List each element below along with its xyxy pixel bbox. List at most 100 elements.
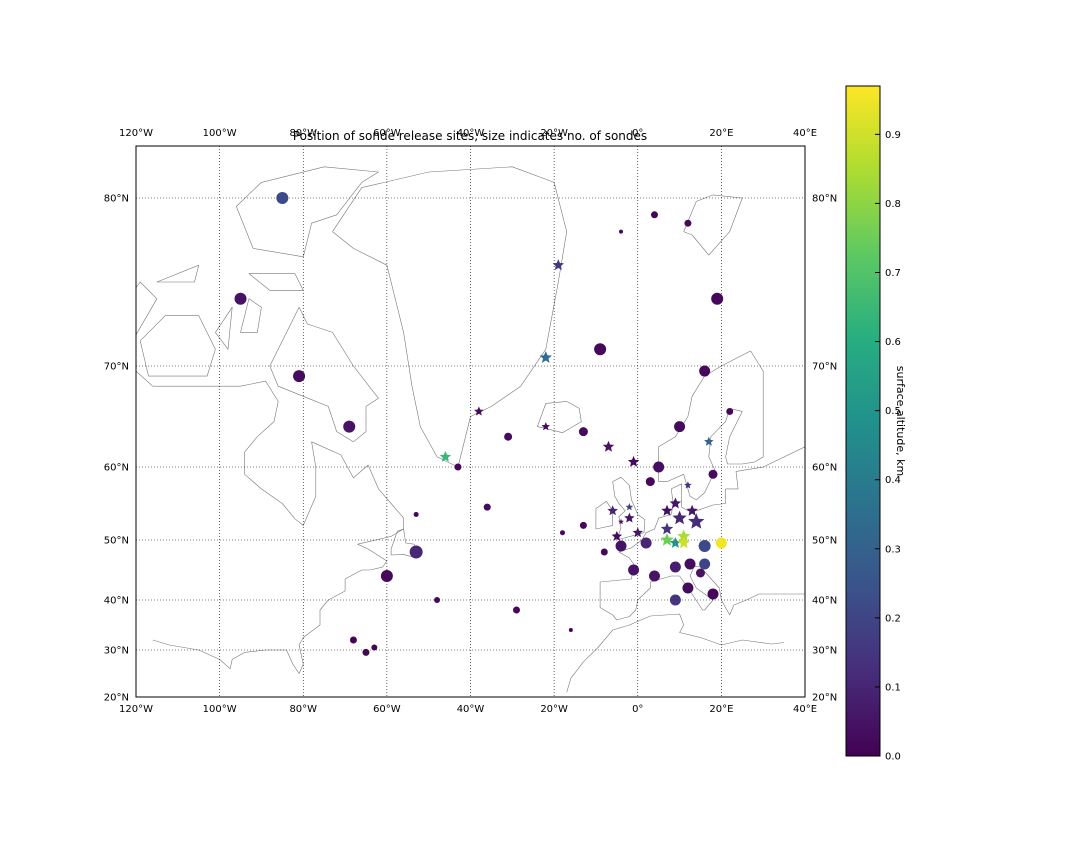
lat-tick-label: 50°N [104,536,129,547]
colorbar-tick-label: 0.2 [885,613,901,624]
sonde-site-star-marker [607,505,618,516]
lon-tick-label: 20°E [709,128,733,139]
colorbar-tick-label: 0.9 [885,130,901,141]
lon-tick-label: 100°W [203,704,237,715]
sonde-site-circle-marker [380,570,393,582]
sonde-site-star-marker [660,522,674,535]
colorbar-tick-label: 0.7 [885,268,901,279]
lat-tick-label: 60°N [812,463,837,474]
sonde-site-circle-marker [454,463,462,471]
sonde-site-star-marker [474,406,484,416]
sonde-site-star-marker [632,527,643,538]
lon-tick-label: 20°W [540,128,568,139]
sonde-site-star-marker [602,440,615,452]
lon-labels-bottom: 120°W 100°W 80°W 60°W 40°W 20°W 0° 20°E 40°E [119,704,817,715]
sonde-site-circle-marker [669,561,681,573]
sonde-site-star-marker [677,529,691,542]
sonde-site-star-marker [539,351,552,363]
lon-tick-label: 120°W [119,704,153,715]
sonde-site-star-marker [672,510,687,525]
sonde-site-circle-marker [349,636,357,644]
sonde-site-circle-marker [711,292,724,305]
lat-tick-label: 80°N [104,194,129,205]
sonde-site-circle-marker [684,558,696,570]
sonde-site-star-marker [541,422,550,431]
sonde-site-circle-marker [669,594,681,606]
scandinavia-coast [658,350,764,501]
lon-tick-label: 40°W [457,704,485,715]
sonde-site-circle-marker [698,540,711,552]
sonde-site-circle-marker [409,545,423,559]
sonde-site-circle-marker [726,407,734,415]
lon-tick-label: 80°W [289,128,317,139]
sonde-site-circle-marker [371,644,378,651]
sonde-site-star-marker [624,512,635,523]
sonde-site-star-marker [677,536,690,549]
sonde-site-star-marker [625,503,634,511]
arctic-island-melville [156,264,199,283]
colorbar-label: surface altitude, km [894,366,907,476]
lon-tick-label: 120°W [119,128,153,139]
lon-tick-label: 20°E [709,704,733,715]
arctic-island-somerset [240,298,262,333]
lon-tick-label: 20°W [540,704,568,715]
sonde-site-circle-marker [648,570,660,582]
sonde-site-circle-marker [619,229,624,234]
lat-tick-label: 40°N [812,596,837,607]
map-frame [135,145,806,698]
sonde-site-circle-marker [645,477,655,487]
lon-tick-label: 60°W [373,128,401,139]
lat-tick-label: 60°N [104,463,129,474]
colorbar: 0.0 0.1 0.2 0.3 0.4 0.5 0.6 0.7 0.8 0.9 surface a… [845,85,907,763]
north-america-coast [136,370,404,674]
sonde-site-circle-marker [362,648,370,656]
sonde-site-star-marker [660,533,674,546]
lat-labels-left: 20°N 30°N 40°N 50°N 60°N 70°N 80°N [104,194,129,704]
colorbar-tick-label: 0.1 [885,682,901,693]
sonde-site-circle-marker [343,420,356,433]
greenland-coast [332,166,567,468]
sonde-site-circle-marker [640,537,652,549]
sonde-site-circle-marker [483,503,491,511]
arctic-island-banks [136,281,158,336]
sonde-site-circle-marker [578,427,588,437]
sonde-site-circle-marker [234,292,247,305]
colorbar-tick-label: 0.0 [885,752,901,763]
coastlines [136,166,805,693]
sonde-site-star-marker [661,504,673,516]
graticule [136,146,805,697]
sonde-site-circle-marker [568,628,573,632]
lat-tick-label: 70°N [812,362,837,373]
lon-tick-label: 40°W [457,128,485,139]
sonde-site-circle-marker [684,219,692,227]
britain-coast [612,476,646,541]
sonde-site-star-marker [552,259,564,271]
sonde-site-circle-marker [699,558,711,570]
sonde-site-star-marker [669,497,682,509]
sonde-site-star-marker [686,504,698,516]
colorbar-ticks: 0.0 0.1 0.2 0.3 0.4 0.5 0.6 0.7 0.8 0.9 [875,130,901,763]
sonde-site-circle-marker [579,521,587,529]
sonde-site-star-marker [439,450,452,462]
sonde-site-star-marker [684,481,692,489]
lat-tick-label: 30°N [104,646,129,657]
sonde-site-circle-marker [699,365,711,377]
lat-tick-label: 20°N [104,693,129,704]
arctic-island-prince-of-wales [215,306,233,350]
sonde-site-circle-marker [413,511,419,517]
europe-coast [599,446,805,621]
lat-tick-label: 50°N [812,536,837,547]
sonde-site-circle-marker [682,582,694,594]
sonde-site-star-marker [688,513,705,529]
sonde-site-circle-marker [707,588,719,600]
sonde-site-circle-marker [512,606,520,614]
sonde-site-circle-marker [695,568,705,578]
sonde-site-circle-marker [276,192,289,204]
lat-tick-label: 20°N [812,693,837,704]
sonde-site-circle-marker [708,469,718,479]
sonde-site-circle-marker [615,540,627,552]
iceland-coast [537,401,582,433]
arctic-island-devon [248,273,304,291]
colorbar-tick-label: 0.6 [885,337,901,348]
sonde-site-circle-marker [504,432,513,441]
